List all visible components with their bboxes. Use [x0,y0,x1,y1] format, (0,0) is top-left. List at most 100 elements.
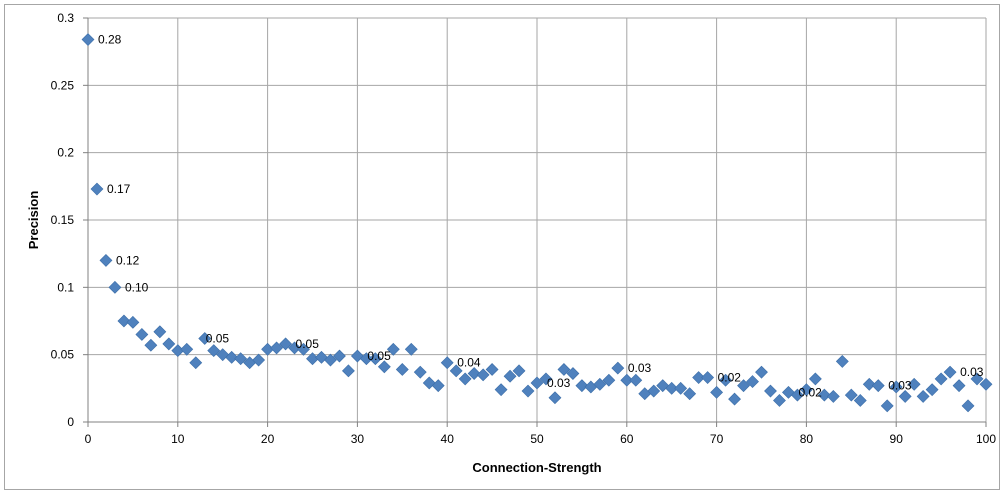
data-label: 0.03 [960,365,984,379]
data-point [386,342,400,356]
data-point [521,384,535,398]
y-axis-title: Precision [26,191,41,250]
data-point [620,373,634,387]
data-point [952,379,966,393]
data-point [790,388,804,402]
data-points [81,33,993,413]
data-point [153,325,167,339]
data-point [135,328,149,341]
data-point [180,342,194,356]
data-point [189,356,203,370]
data-point [665,381,679,395]
data-point [817,388,831,402]
data-point [368,352,382,366]
data-point [359,352,373,366]
x-tick-label: 50 [530,432,544,446]
data-point [341,364,355,378]
data-label: 0.02 [798,385,822,399]
data-point [90,182,104,196]
x-tick-label: 20 [261,432,275,446]
data-point [916,389,930,403]
data-point [440,356,454,370]
x-tick-label: 10 [171,432,185,446]
data-point [764,384,777,398]
data-label: 0.28 [98,33,122,47]
data-point [737,379,750,393]
data-point [853,394,867,407]
data-point [979,377,993,391]
data-point [575,379,589,393]
data-point [279,337,292,351]
data-point [297,342,310,356]
data-point [503,369,517,383]
data-label: 0.03 [888,379,912,393]
data-point [333,349,346,363]
y-tick-label: 0 [67,415,74,429]
data-point [117,314,131,328]
data-point [844,388,858,402]
data-point [808,372,822,386]
data-point [108,280,122,294]
x-tick-label: 100 [976,432,996,446]
data-label: 0.03 [547,376,571,390]
data-point [961,399,975,413]
x-tick-label: 70 [710,432,724,446]
data-point [557,363,571,376]
data-point [288,341,301,355]
data-point [144,338,158,352]
data-point [701,371,715,384]
data-point [512,364,526,378]
data-label: 0.05 [206,332,230,346]
data-point [395,363,409,376]
data-point [413,365,427,379]
data-point [970,372,984,386]
data-point [530,376,544,390]
data-point [602,373,616,387]
y-tick-label: 0.1 [57,280,74,294]
x-tick-label: 60 [620,432,634,446]
data-point [719,373,733,387]
data-point [377,360,391,374]
data-point [799,383,813,397]
data-label: 0.10 [125,280,149,294]
data-point [449,364,463,378]
y-tick-label: 0.25 [51,78,75,92]
data-point [485,363,499,376]
data-point [728,392,741,406]
data-point [907,377,921,391]
data-point [647,384,661,398]
data-point [324,353,337,367]
data-labels: 0.28 0.17 0.12 0.10 0.05 0.05 0.05 0.04 0.03 0.03… [98,33,984,400]
x-tick-label: 30 [351,432,365,446]
data-point [880,399,894,413]
data-point [404,342,418,356]
data-point [826,389,840,403]
y-tick-label: 0.2 [57,146,74,160]
data-point [746,375,759,389]
data-point [773,394,786,407]
x-tick-label: 40 [441,432,455,446]
data-point [683,387,697,401]
data-point [692,371,706,384]
data-point [710,385,724,399]
data-point [835,354,849,368]
data-point [234,352,248,366]
x-axis-title: Connection-Strength [472,460,601,475]
data-label: 0.03 [628,361,652,375]
x-tick-label: 90 [890,432,904,446]
data-point [431,379,445,393]
x-tick-label: 80 [800,432,814,446]
data-label: 0.05 [367,349,391,363]
data-point [674,381,688,395]
data-point [126,315,140,329]
data-point [862,377,876,391]
data-point [494,383,508,397]
data-label: 0.05 [296,337,320,351]
data-point [207,344,221,358]
data-point [81,33,95,46]
data-point [548,391,562,405]
data-point [252,353,266,367]
data-point [458,372,472,386]
data-point [539,372,553,386]
data-point [611,361,625,375]
